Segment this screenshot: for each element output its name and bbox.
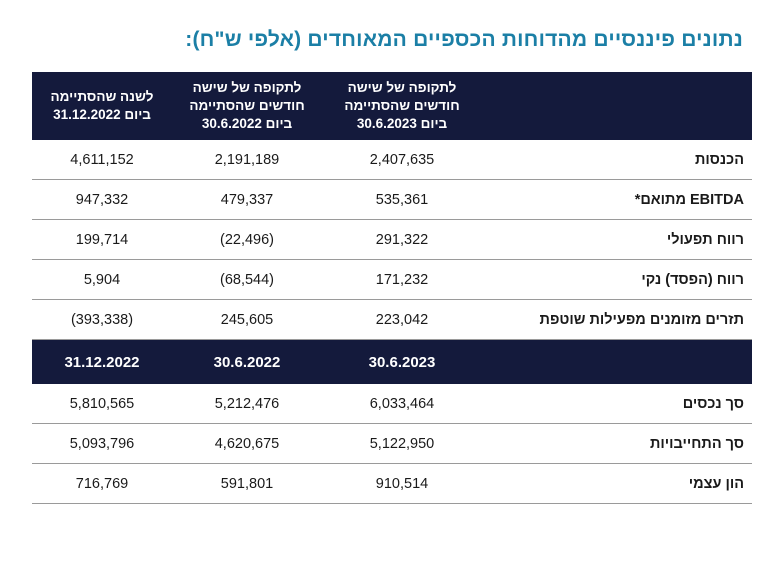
table-header-row: לתקופה של שישה חודשים שהסתיימה ביום 30.6… bbox=[32, 72, 752, 140]
table-row-ebitda: EBITDA מתואם* 535,361 479,337 947,332 bbox=[32, 180, 752, 220]
date-cell: 31.12.2022 bbox=[64, 353, 140, 371]
cell-value: 245,605 bbox=[220, 311, 274, 328]
header-line: חודשים שהסתיימה bbox=[344, 98, 460, 113]
table-date-row: 30.6.2023 30.6.2022 31.12.2022 bbox=[32, 340, 752, 384]
cell-value: 223,042 bbox=[375, 311, 429, 328]
table-row-operating-profit: רווח תפעולי 291,322 (22,496) 199,714 bbox=[32, 220, 752, 260]
cell-value: 5,810,565 bbox=[69, 395, 135, 412]
table-row-revenue: הכנסות 2,407,635 2,191,189 4,611,152 bbox=[32, 140, 752, 180]
financial-table: לתקופה של שישה חודשים שהסתיימה ביום 30.6… bbox=[32, 72, 752, 504]
cell-value: 4,611,152 bbox=[70, 151, 134, 168]
header-line: ביום 30.6.2022 bbox=[201, 116, 293, 131]
table-row-total-assets: סך נכסים 6,033,464 5,212,476 5,810,565 bbox=[32, 384, 752, 424]
table-row-equity: הון עצמי 910,514 591,801 716,769 bbox=[32, 464, 752, 504]
cell-value: 5,904 bbox=[83, 271, 121, 288]
cell-value: 2,191,189 bbox=[214, 151, 280, 168]
table-row-operating-cash-flow: תזרים מזומנים מפעילות שוטפת 223,042 245,… bbox=[32, 300, 752, 340]
table-row-net-profit: רווח (הפסד) נקי 171,232 (68,544) 5,904 bbox=[32, 260, 752, 300]
date-cell: 30.6.2022 bbox=[213, 353, 281, 371]
page-title: נתונים פיננסיים מהדוחות הכספיים המאוחדים… bbox=[185, 28, 743, 51]
cell-value: 5,093,796 bbox=[69, 435, 135, 452]
row-label: רווח תפעולי bbox=[666, 231, 744, 248]
header-line: חודשים שהסתיימה bbox=[189, 98, 305, 113]
cell-value: 947,332 bbox=[75, 191, 129, 208]
cell-value: 479,337 bbox=[220, 191, 274, 208]
cell-value: 5,122,950 bbox=[369, 435, 435, 452]
row-label: רווח (הפסד) נקי bbox=[641, 271, 744, 288]
row-label: הון עצמי bbox=[688, 475, 744, 492]
cell-value: 6,033,464 bbox=[369, 395, 435, 412]
cell-value: 199,714 bbox=[75, 231, 129, 248]
header-line: ביום 31.12.2022 bbox=[53, 107, 151, 122]
cell-value: (393,338) bbox=[70, 311, 134, 328]
cell-value: 2,407,635 bbox=[369, 151, 435, 168]
header-line: לשנה שהסתיימה bbox=[50, 89, 154, 104]
cell-value: 291,322 bbox=[375, 231, 429, 248]
cell-value: (68,544) bbox=[219, 271, 274, 288]
row-label: סך נכסים bbox=[682, 395, 744, 412]
row-label: סך התחייבויות bbox=[649, 435, 744, 452]
cell-value: (22,496) bbox=[219, 231, 274, 248]
row-label: הכנסות bbox=[695, 151, 744, 168]
header-line: לתקופה של שישה bbox=[192, 80, 302, 95]
header-col-h1-2023: לתקופה של שישה חודשים שהסתיימה ביום 30.6… bbox=[322, 79, 482, 133]
cell-value: 716,769 bbox=[75, 475, 129, 492]
cell-value: 910,514 bbox=[375, 475, 429, 492]
header-line: ביום 30.6.2023 bbox=[356, 116, 448, 131]
cell-value: 591,801 bbox=[220, 475, 274, 492]
cell-value: 5,212,476 bbox=[214, 395, 280, 412]
row-label: תזרים מזומנים מפעילות שוטפת bbox=[539, 311, 744, 328]
header-line: לתקופה של שישה bbox=[347, 80, 457, 95]
cell-value: 4,620,675 bbox=[214, 435, 280, 452]
header-col-fy-2022: לשנה שהסתיימה ביום 31.12.2022 bbox=[32, 88, 172, 124]
header-col-h1-2022: לתקופה של שישה חודשים שהסתיימה ביום 30.6… bbox=[172, 79, 322, 133]
cell-value: 171,232 bbox=[375, 271, 429, 288]
date-cell: 30.6.2023 bbox=[368, 353, 436, 371]
table-row-total-liabilities: סך התחייבויות 5,122,950 4,620,675 5,093,… bbox=[32, 424, 752, 464]
cell-value: 535,361 bbox=[375, 191, 429, 208]
row-label: EBITDA מתואם* bbox=[634, 191, 744, 208]
